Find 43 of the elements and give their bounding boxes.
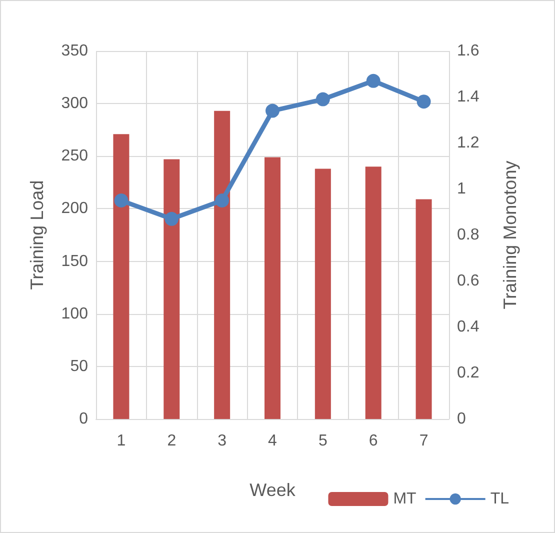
bar <box>264 157 280 419</box>
x-tick-label: 4 <box>268 432 278 450</box>
point <box>164 212 179 226</box>
y-tick-label: 250 <box>61 148 88 165</box>
legend-label: TL <box>490 490 510 508</box>
x-tick-label: 3 <box>218 432 227 450</box>
y2-axis-title: Training Monotony <box>500 160 520 310</box>
y2-tick-label: 0 <box>457 410 466 428</box>
y2-tick-label: 1.2 <box>457 134 480 152</box>
y-tick-label: 150 <box>61 252 88 270</box>
bar <box>214 110 230 419</box>
x-tick-label: 6 <box>368 432 378 450</box>
bar <box>365 166 382 419</box>
y2-tick-label: 1.6 <box>457 42 480 60</box>
point <box>316 92 330 106</box>
y2-tick-label: 1.4 <box>457 88 480 106</box>
x-tick-label: 2 <box>167 432 176 450</box>
y-tick-label: 300 <box>61 95 88 112</box>
x-tick-label: 1 <box>116 432 126 450</box>
point <box>266 104 280 118</box>
y-tick-label: 200 <box>61 200 88 218</box>
point <box>114 194 128 208</box>
y-axis-title: Training Load <box>27 180 47 290</box>
bar <box>113 134 130 419</box>
bar <box>416 199 432 419</box>
point <box>215 194 230 208</box>
y2-tick-label: 0.8 <box>457 226 480 244</box>
y-tick-label: 350 <box>61 42 88 60</box>
bar <box>164 159 180 419</box>
y2-tick-label: 1 <box>457 180 466 198</box>
y2-tick-label: 0.6 <box>457 272 480 290</box>
x-tick-label: 5 <box>318 432 328 450</box>
y2-tick-label: 0.4 <box>457 318 480 336</box>
legend-label: MT <box>393 490 417 508</box>
y-tick-label: 50 <box>70 358 88 375</box>
y-tick-label: 100 <box>61 305 88 322</box>
point <box>366 74 380 88</box>
y2-tick-label: 0.2 <box>457 364 480 382</box>
x-axis-title: Week <box>250 480 296 500</box>
x-tick-label: 7 <box>419 432 428 450</box>
point <box>416 94 431 109</box>
bar <box>314 168 331 419</box>
y-tick-label: 0 <box>79 410 88 428</box>
